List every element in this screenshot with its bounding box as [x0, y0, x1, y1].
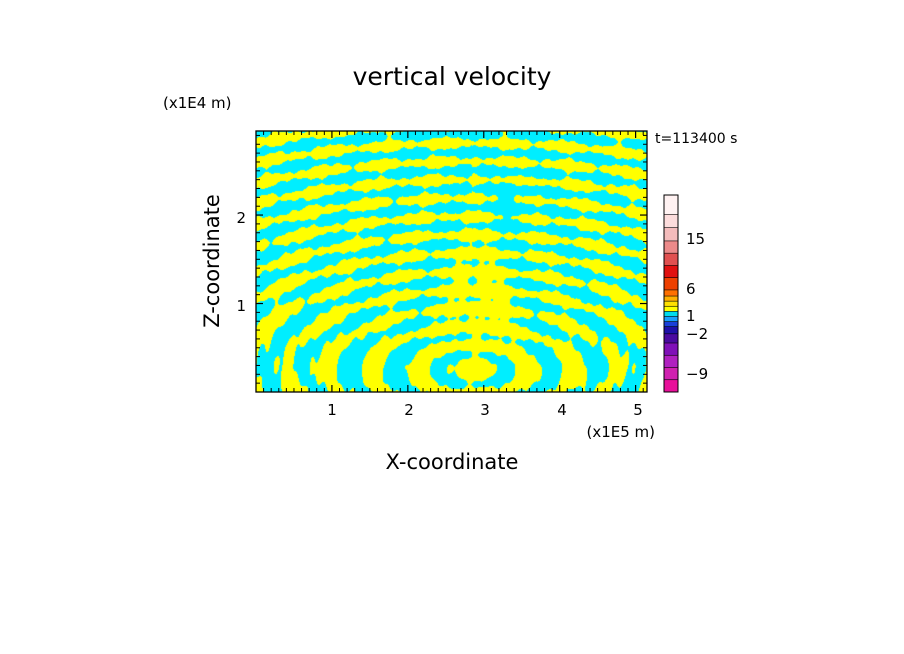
- axis-ticks: [256, 131, 647, 392]
- colorbar-band: [664, 277, 678, 290]
- colorbar-band: [664, 265, 678, 278]
- y-tick-1: 1: [236, 297, 246, 315]
- y-unit-label: (x1E4 m): [163, 94, 232, 112]
- colorbar-band: [664, 316, 678, 322]
- colorbar-band: [664, 326, 678, 334]
- colorbar-band: [664, 311, 678, 317]
- colorbar-band: [664, 306, 678, 312]
- colorbar-band: [664, 214, 678, 228]
- y-tick-2: 2: [236, 209, 246, 227]
- chart-title: vertical velocity: [353, 62, 552, 91]
- colorbar-band: [664, 321, 678, 327]
- colorbar-band: [664, 240, 678, 254]
- colorbar-band: [664, 253, 678, 266]
- colorbar-band: [664, 355, 678, 368]
- colorbar-label-minus2: −2: [686, 325, 708, 343]
- plot-frame: [255, 130, 648, 393]
- colorbar-band: [664, 195, 678, 215]
- colorbar-band: [664, 333, 678, 344]
- x-tick-1: 1: [327, 401, 337, 419]
- colorbar-band: [664, 301, 678, 307]
- colorbar-label-15: 15: [686, 230, 705, 248]
- x-tick-4: 4: [557, 401, 567, 419]
- x-tick-5: 5: [633, 401, 643, 419]
- x-unit-label: (x1E5 m): [586, 423, 655, 441]
- colorbar-band: [664, 367, 678, 380]
- time-label: t=113400 s: [655, 131, 737, 147]
- colorbar-band: [664, 296, 678, 302]
- x-tick-2: 2: [404, 401, 414, 419]
- colorbar-band: [664, 379, 678, 392]
- colorbar-label-1: 1: [686, 307, 696, 325]
- velocity-field: [256, 131, 647, 392]
- colorbar-band: [664, 227, 678, 241]
- colorbar: [664, 195, 678, 392]
- colorbar-band: [664, 343, 678, 356]
- colorbar-frame: [663, 194, 679, 393]
- colorbar-label-6: 6: [686, 280, 696, 298]
- x-tick-3: 3: [480, 401, 490, 419]
- x-axis-label: X-coordinate: [386, 450, 519, 474]
- velocity-field-image: [256, 131, 647, 392]
- colorbar-band: [664, 289, 678, 297]
- colorbar-label-minus9: −9: [686, 365, 708, 383]
- y-axis-label: Z-coordinate: [200, 194, 224, 328]
